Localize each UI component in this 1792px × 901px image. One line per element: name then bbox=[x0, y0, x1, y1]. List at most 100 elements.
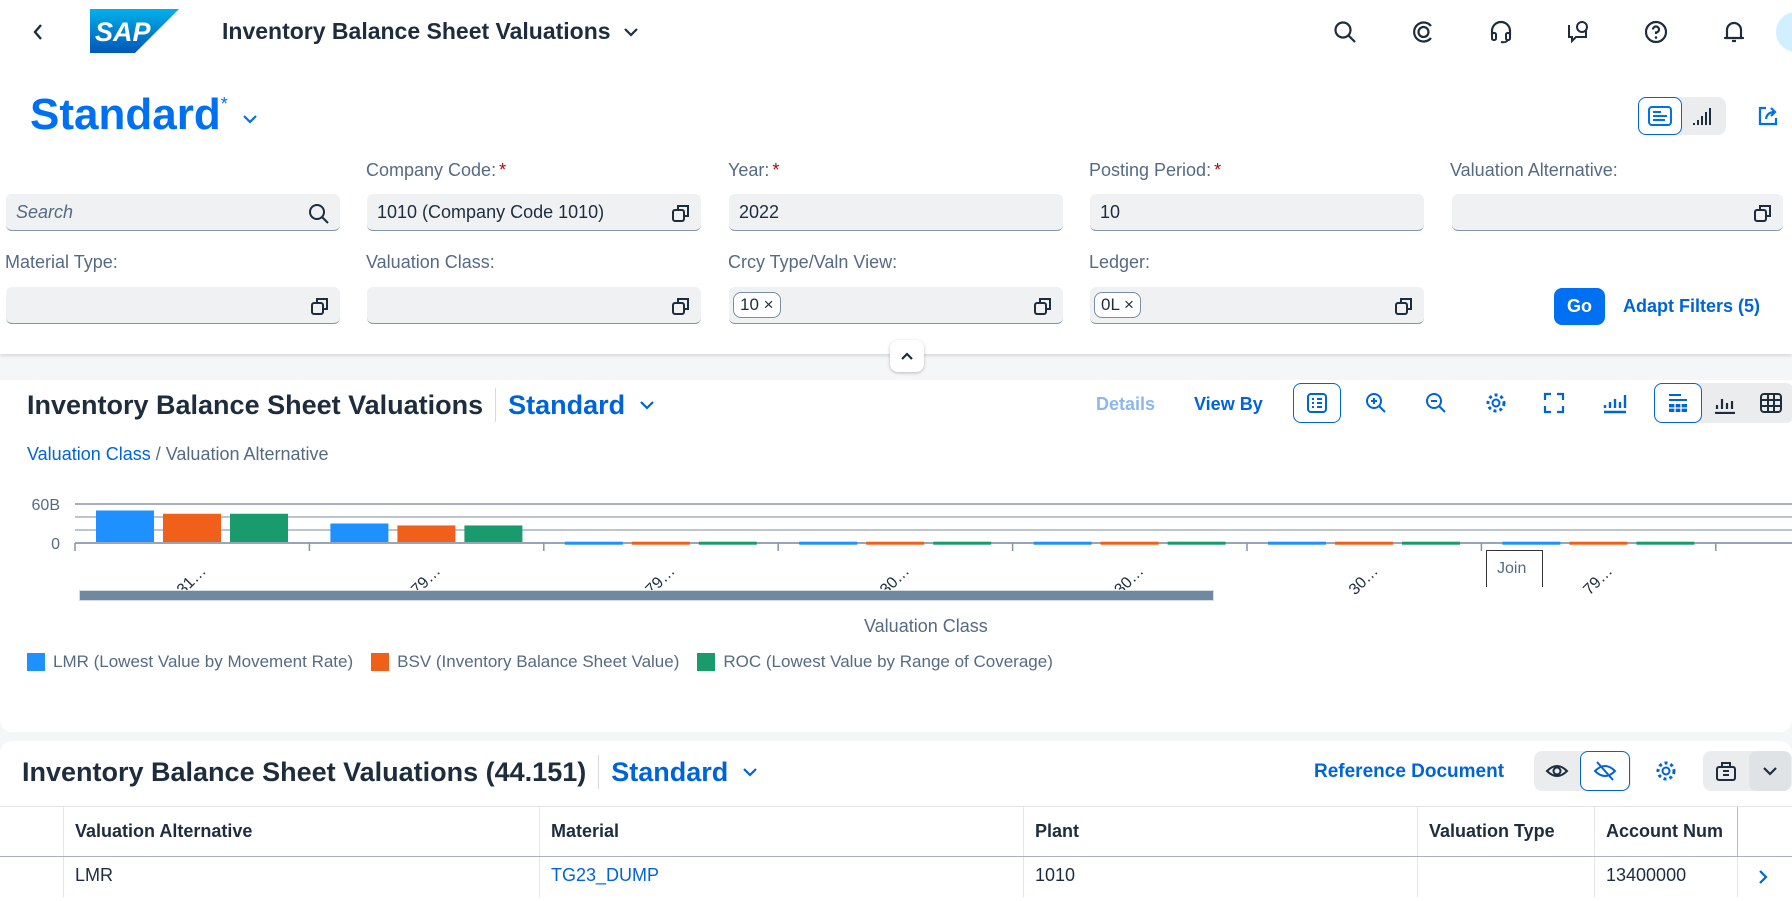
bar bbox=[230, 513, 288, 542]
search-input[interactable]: Search bbox=[6, 194, 340, 231]
chart-title: Inventory Balance Sheet Valuations bbox=[27, 389, 484, 420]
legend-swatch bbox=[697, 653, 716, 671]
value-help-icon[interactable] bbox=[310, 296, 330, 316]
legend-toggle-button[interactable] bbox=[1293, 383, 1341, 423]
chart-table-view-button[interactable] bbox=[1654, 383, 1702, 423]
sap-logo[interactable]: SAP bbox=[90, 9, 179, 53]
year-input[interactable]: 2022 bbox=[729, 194, 1063, 231]
zoom-in-icon bbox=[1366, 393, 1386, 413]
chart-card: Inventory Balance Sheet Valuations Stand… bbox=[0, 380, 1792, 732]
table-view-button[interactable] bbox=[1748, 383, 1792, 423]
posting-period-input[interactable]: 10 bbox=[1090, 194, 1424, 231]
chevron-right-icon[interactable] bbox=[1757, 869, 1769, 885]
avatar[interactable] bbox=[1776, 12, 1792, 52]
zoom-out-icon bbox=[1426, 393, 1446, 413]
bar bbox=[1167, 541, 1226, 545]
token[interactable]: 0L × bbox=[1094, 292, 1141, 318]
legend-item[interactable]: ROC (Lowest Value by Range of Coverage) bbox=[697, 652, 1053, 672]
legend-item[interactable]: LMR (Lowest Value by Movement Rate) bbox=[27, 652, 353, 672]
visibility-toggle bbox=[1534, 751, 1631, 791]
compact-layout-button[interactable] bbox=[1638, 97, 1682, 135]
legend-swatch bbox=[371, 653, 390, 671]
valuation-class-input[interactable] bbox=[367, 287, 701, 324]
bar bbox=[1268, 541, 1326, 545]
value-help-icon[interactable] bbox=[1753, 203, 1773, 223]
breadcrumb-current: Valuation Alternative bbox=[165, 444, 329, 464]
chart-scrollbar[interactable] bbox=[79, 590, 1214, 601]
valuation-alternative-input[interactable] bbox=[1452, 194, 1783, 231]
chevron-down-icon bbox=[743, 768, 758, 777]
bar bbox=[464, 525, 523, 542]
view-switch bbox=[1654, 383, 1792, 423]
gear-icon bbox=[1656, 761, 1676, 781]
posting-period-label: Posting Period: * bbox=[1089, 160, 1222, 180]
show-button[interactable] bbox=[1534, 751, 1580, 791]
grid-icon bbox=[1760, 393, 1782, 413]
material-link[interactable]: TG23_DUMP bbox=[551, 865, 660, 885]
legend-item[interactable]: BSV (Inventory Balance Sheet Value) bbox=[371, 652, 679, 672]
value-help-icon[interactable] bbox=[1394, 296, 1414, 316]
chevron-left-icon bbox=[33, 24, 42, 40]
help-button[interactable] bbox=[1638, 14, 1674, 50]
breadcrumb-link[interactable]: Valuation Class bbox=[27, 444, 151, 464]
column-header[interactable]: Plant bbox=[1035, 821, 1080, 841]
back-button[interactable] bbox=[20, 14, 56, 50]
bar-chart-icon bbox=[1693, 108, 1711, 125]
crcy-type-label: Crcy Type/Valn View: bbox=[728, 252, 898, 272]
bar bbox=[1402, 541, 1460, 545]
go-button[interactable]: Go bbox=[1554, 288, 1605, 325]
adapt-filters-button[interactable]: Adapt Filters (5) bbox=[1623, 296, 1761, 316]
share-button[interactable] bbox=[1750, 98, 1786, 134]
feedback-button[interactable] bbox=[1560, 14, 1596, 50]
column-header[interactable]: Material bbox=[551, 821, 620, 841]
export-button[interactable] bbox=[1703, 751, 1749, 791]
variant-selector[interactable]: Standard * bbox=[30, 90, 258, 140]
zoom-out-button[interactable] bbox=[1418, 385, 1454, 421]
chart-type-button[interactable] bbox=[1597, 385, 1633, 421]
column-header[interactable]: Valuation Alternative bbox=[75, 821, 253, 841]
x-tick-label: 79… bbox=[1580, 563, 1616, 599]
material-type-input[interactable] bbox=[6, 287, 340, 324]
gear-icon bbox=[1486, 393, 1506, 413]
hide-button[interactable] bbox=[1580, 751, 1630, 791]
visual-filter-button[interactable] bbox=[1682, 97, 1726, 135]
table-settings-button[interactable] bbox=[1648, 753, 1684, 789]
bar bbox=[1569, 541, 1628, 545]
bar-chart-icon bbox=[1603, 395, 1627, 414]
bar bbox=[163, 513, 221, 542]
search-placeholder: Search bbox=[16, 201, 74, 222]
table-row[interactable]: LMR TG23_DUMP 1010 13400000 bbox=[0, 857, 1792, 897]
column-header[interactable]: Valuation Type bbox=[1429, 821, 1555, 841]
notifications-button[interactable] bbox=[1716, 14, 1752, 50]
fullscreen-button[interactable] bbox=[1536, 385, 1572, 421]
app-title-menu[interactable]: Inventory Balance Sheet Valuations bbox=[222, 18, 639, 45]
zoom-in-button[interactable] bbox=[1358, 385, 1394, 421]
support-button[interactable] bbox=[1483, 14, 1519, 50]
company-code-input[interactable]: 1010 (Company Code 1010) bbox=[367, 194, 701, 231]
chevron-up-icon bbox=[901, 352, 913, 360]
copilot-button[interactable] bbox=[1405, 14, 1441, 50]
export-dropdown-button[interactable] bbox=[1749, 751, 1791, 791]
search-button[interactable] bbox=[1327, 14, 1363, 50]
svg-text:SAP: SAP bbox=[95, 17, 152, 47]
value-help-icon[interactable] bbox=[671, 203, 691, 223]
chart-variant-selector[interactable]: Standard bbox=[508, 390, 655, 421]
column-header[interactable]: Account Num bbox=[1606, 821, 1723, 841]
details-button[interactable]: Details bbox=[1096, 394, 1156, 414]
chart-view-button[interactable] bbox=[1702, 383, 1748, 423]
reference-document-button[interactable]: Reference Document bbox=[1314, 761, 1505, 782]
chevron-down-icon bbox=[242, 115, 257, 124]
ledger-input[interactable]: 0L × bbox=[1090, 287, 1424, 324]
view-by-button[interactable]: View By bbox=[1194, 394, 1263, 414]
collapse-header-button[interactable] bbox=[890, 340, 924, 372]
value-help-icon[interactable] bbox=[671, 296, 691, 316]
bar bbox=[866, 541, 925, 545]
bar bbox=[1100, 541, 1159, 545]
chart-settings-button[interactable] bbox=[1478, 385, 1514, 421]
token[interactable]: 10 × bbox=[733, 292, 781, 318]
table-header-row: Valuation Alternative Material Plant Val… bbox=[0, 806, 1792, 857]
table-variant-selector[interactable]: Standard bbox=[611, 757, 758, 788]
crcy-type-input[interactable]: 10 × bbox=[729, 287, 1063, 324]
bar bbox=[96, 510, 154, 542]
value-help-icon[interactable] bbox=[1033, 296, 1053, 316]
